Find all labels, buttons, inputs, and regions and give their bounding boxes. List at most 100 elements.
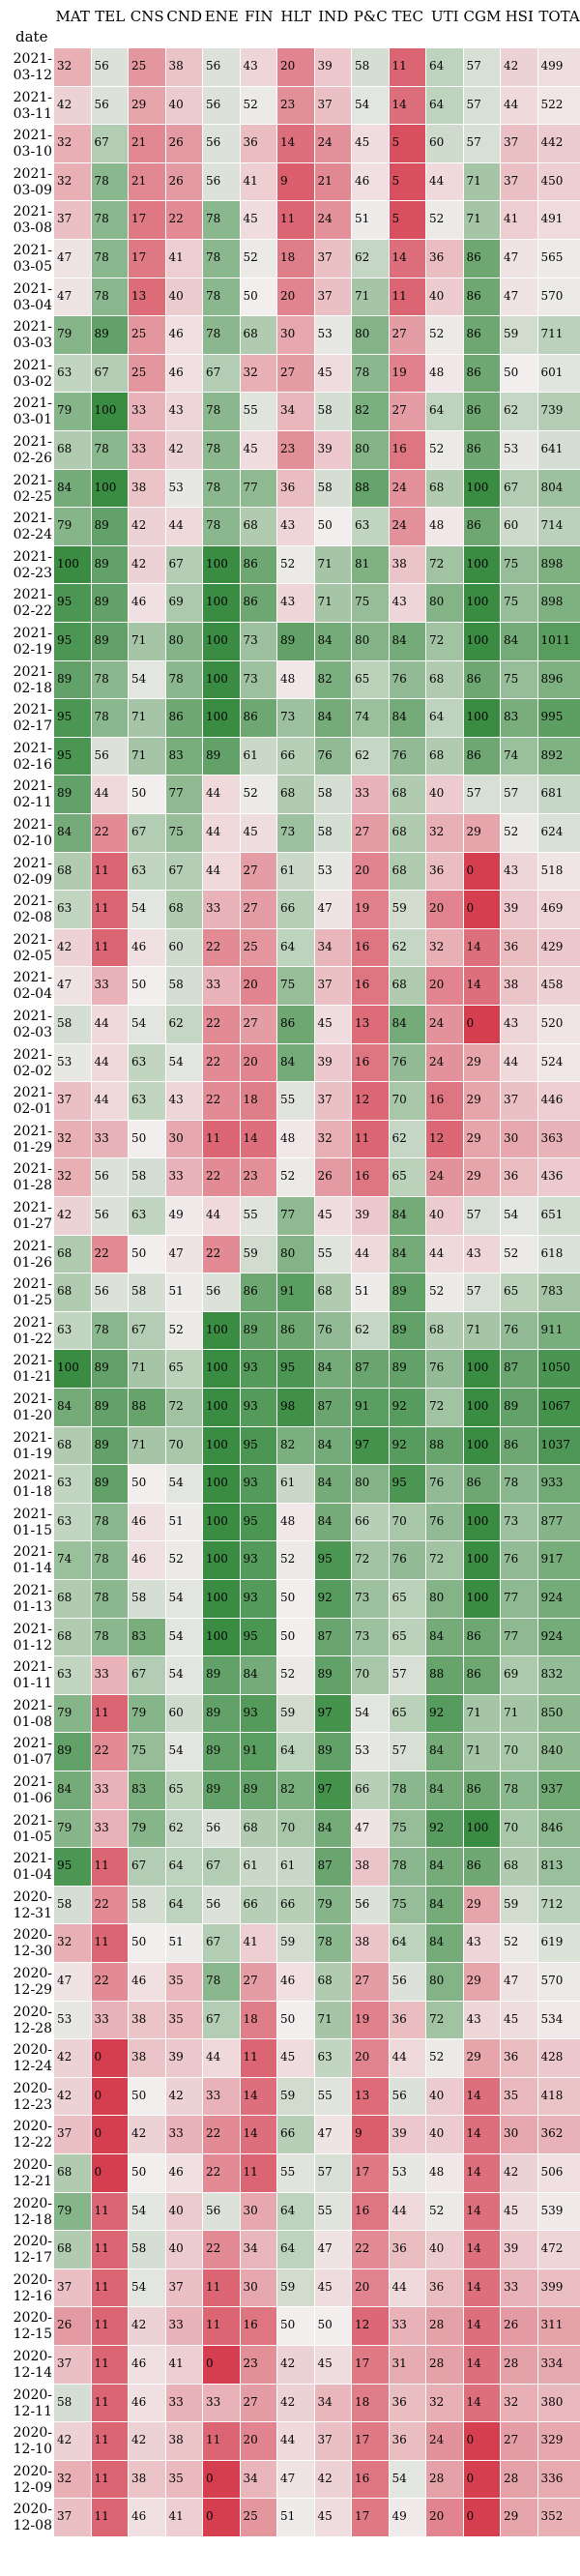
heatmap-cell: 39 xyxy=(501,2231,538,2269)
heatmap-cell: 89 xyxy=(314,1733,352,1771)
heatmap-cell: 100 xyxy=(463,623,501,661)
heatmap-cell: 43 xyxy=(501,852,538,892)
heatmap-cell: 14 xyxy=(240,2116,277,2154)
heatmap-cell: 32 xyxy=(501,2384,538,2423)
column-header-cns: CNS xyxy=(130,8,164,25)
heatmap-cell: 37 xyxy=(54,1082,92,1121)
heatmap-cell: 27 xyxy=(352,814,390,853)
row-label: 2020- 12-23 xyxy=(13,2080,52,2113)
heatmap-cell: 78 xyxy=(203,278,241,317)
heatmap-cell: 618 xyxy=(537,1235,580,1274)
heatmap-cell: 100 xyxy=(54,545,92,585)
heatmap-cell: 71 xyxy=(463,1694,501,1734)
heatmap-cell: 89 xyxy=(91,508,129,546)
heatmap-cell: 70 xyxy=(501,1733,538,1771)
heatmap-cell: 436 xyxy=(537,1158,580,1197)
heatmap-cell: 89 xyxy=(91,316,129,355)
heatmap-cell: 86 xyxy=(240,545,277,585)
heatmap-cell: 84 xyxy=(501,623,538,661)
heatmap-cell: 499 xyxy=(537,48,580,87)
heatmap-cell: 47 xyxy=(501,1963,538,2002)
heatmap-cell: 44 xyxy=(389,2269,426,2308)
heatmap-cell: 67 xyxy=(165,852,203,892)
heatmap-cell: 66 xyxy=(277,891,315,929)
heatmap-cell: 42 xyxy=(277,2346,315,2385)
row-label: 2021- 02-09 xyxy=(13,855,52,888)
heatmap-cell: 52 xyxy=(501,1235,538,1274)
heatmap-cell: 42 xyxy=(54,86,92,126)
heatmap-cell: 619 xyxy=(537,1924,580,1963)
heatmap-cell: 1037 xyxy=(537,1426,580,1466)
heatmap-cell: 14 xyxy=(463,967,501,1006)
heatmap-cell: 61 xyxy=(240,1848,277,1887)
heatmap-cell: 71 xyxy=(129,1426,166,1466)
heatmap-cell: 33 xyxy=(389,2307,426,2346)
heatmap-cell: 56 xyxy=(91,1197,129,1236)
heatmap-cell: 450 xyxy=(537,162,580,202)
heatmap-cell: 51 xyxy=(165,1503,203,1542)
heatmap-cell: 63 xyxy=(54,1503,92,1542)
heatmap-cell: 68 xyxy=(314,1273,352,1312)
heatmap-cell: 84 xyxy=(426,1771,464,1810)
heatmap-cell: 11 xyxy=(389,278,426,317)
heatmap-cell: 86 xyxy=(463,1848,501,1887)
heatmap-cell: 84 xyxy=(389,1197,426,1236)
heatmap-cell: 21 xyxy=(129,162,166,202)
heatmap-cell: 100 xyxy=(463,584,501,623)
heatmap-cell: 80 xyxy=(426,1580,464,1619)
heatmap-cell: 86 xyxy=(463,316,501,355)
heatmap-cell: 42 xyxy=(501,48,538,87)
heatmap-cell: 42 xyxy=(501,2154,538,2193)
heatmap-cell: 71 xyxy=(463,1733,501,1771)
heatmap-cell: 95 xyxy=(314,1541,352,1580)
row-label: 2021- 01-05 xyxy=(13,1812,52,1845)
heatmap-cell: 40 xyxy=(426,278,464,317)
heatmap-cell: 20 xyxy=(426,967,464,1006)
heatmap-cell: 78 xyxy=(389,1848,426,1887)
heatmap-cell: 52 xyxy=(426,1273,464,1312)
heatmap-cell: 45 xyxy=(352,125,390,163)
heatmap-cell: 45 xyxy=(314,2269,352,2308)
heatmap-cell: 54 xyxy=(501,1197,538,1236)
heatmap-cell: 40 xyxy=(426,2116,464,2154)
heatmap-cell: 14 xyxy=(389,86,426,126)
row-label: 2021- 01-14 xyxy=(13,1544,52,1577)
heatmap-cell: 58 xyxy=(314,393,352,431)
heatmap-cell: 100 xyxy=(203,1389,241,1427)
row-label: 2020- 12-10 xyxy=(13,2425,52,2458)
heatmap-cell: 37 xyxy=(501,1082,538,1121)
row-label: 2021- 02-18 xyxy=(13,663,52,696)
heatmap-cell: 48 xyxy=(426,508,464,546)
heatmap-cell: 86 xyxy=(240,1273,277,1312)
heatmap-cell: 22 xyxy=(203,2231,241,2269)
row-label: 2020- 12-09 xyxy=(13,2463,52,2496)
heatmap-cell: 40 xyxy=(165,2192,203,2232)
heatmap-cell: 40 xyxy=(426,1197,464,1236)
heatmap-cell: 100 xyxy=(203,584,241,623)
heatmap-cell: 93 xyxy=(240,1694,277,1734)
heatmap-cell: 68 xyxy=(240,1809,277,1849)
heatmap-cell: 48 xyxy=(426,2154,464,2193)
heatmap-cell: 21 xyxy=(314,162,352,202)
heatmap-cell: 42 xyxy=(165,431,203,470)
heatmap-cell: 53 xyxy=(165,469,203,509)
heatmap-cell: 62 xyxy=(389,928,426,968)
heatmap-cell: 59 xyxy=(389,891,426,929)
heatmap-cell: 80 xyxy=(426,1963,464,2002)
heatmap-cell: 89 xyxy=(389,1350,426,1389)
heatmap-cell: 75 xyxy=(501,660,538,700)
heatmap-cell: 63 xyxy=(54,354,92,394)
heatmap-cell: 16 xyxy=(240,2307,277,2346)
heatmap-cell: 18 xyxy=(277,240,315,278)
heatmap-cell: 22 xyxy=(91,1886,129,1925)
heatmap-cell: 42 xyxy=(54,1197,92,1236)
heatmap-cell: 34 xyxy=(240,2460,277,2500)
heatmap-cell: 33 xyxy=(91,1120,129,1159)
heatmap-cell: 520 xyxy=(537,1006,580,1044)
heatmap-cell: 70 xyxy=(277,1809,315,1849)
heatmap-cell: 62 xyxy=(389,1120,426,1159)
row-label: 2021- 02-08 xyxy=(13,893,52,926)
heatmap-cell: 28 xyxy=(426,2460,464,2500)
heatmap-cell: 13 xyxy=(129,278,166,317)
heatmap-cell: 0 xyxy=(463,891,501,929)
